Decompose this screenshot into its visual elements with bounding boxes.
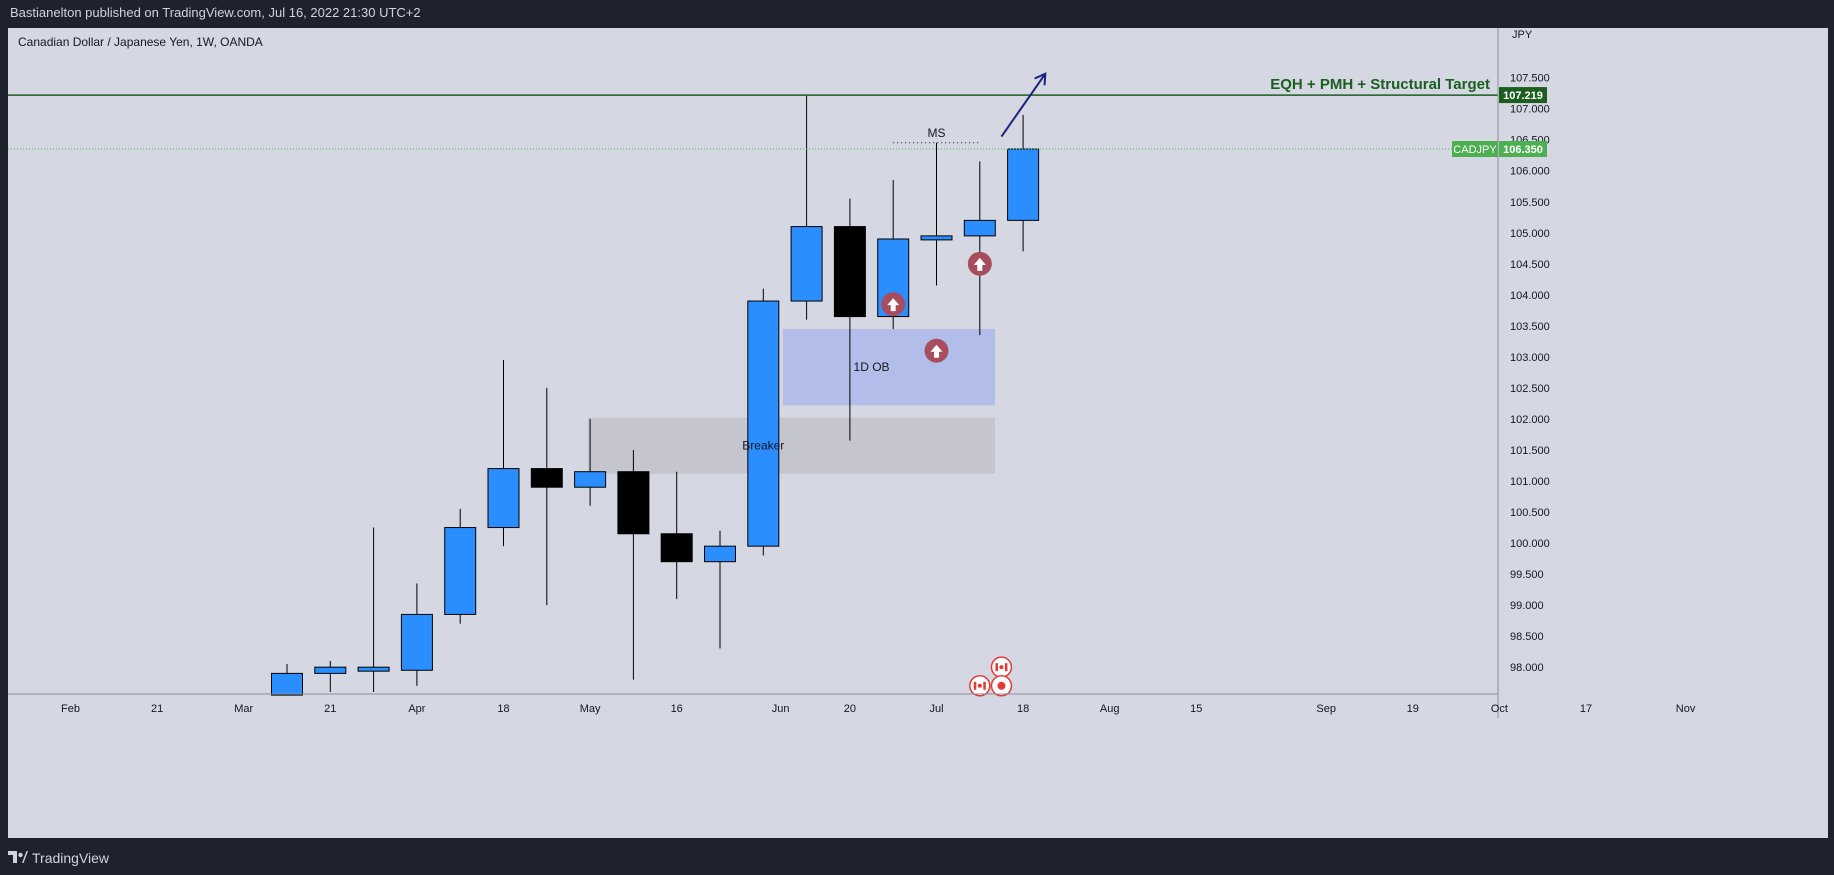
candle-body bbox=[1007, 148, 1040, 221]
publish-info: Bastianelton published on TradingView.co… bbox=[10, 5, 421, 20]
y-tick-label: 100.000 bbox=[1510, 538, 1550, 550]
candle-body bbox=[487, 468, 520, 529]
symbol-title: Canadian Dollar / Japanese Yen, 1W, OAND… bbox=[18, 35, 263, 49]
x-tick-label: Nov bbox=[1676, 703, 1696, 715]
y-tick-label: 105.500 bbox=[1510, 197, 1550, 209]
tradingview-logo-icon bbox=[8, 851, 28, 863]
x-tick-label: 15 bbox=[1190, 703, 1202, 715]
zones-layer bbox=[587, 328, 995, 474]
publish-bar: Bastianelton published on TradingView.co… bbox=[0, 0, 1834, 26]
ob-zone bbox=[782, 328, 995, 406]
projection-arrow bbox=[1000, 72, 1047, 138]
x-tick-label: May bbox=[580, 703, 601, 715]
y-tick-label: 102.000 bbox=[1510, 414, 1550, 426]
candles-layer bbox=[271, 95, 1040, 696]
candle-body bbox=[444, 527, 477, 615]
candle-body bbox=[833, 226, 866, 318]
x-tick-label: Jun bbox=[772, 703, 790, 715]
x-tick-label: 18 bbox=[1017, 703, 1029, 715]
y-tick-label: 104.000 bbox=[1510, 290, 1550, 302]
symbol-tag: CADJPY bbox=[1453, 144, 1497, 156]
breaker-zone bbox=[587, 417, 995, 474]
eqh-label: EQH + PMH + Structural Target bbox=[1270, 76, 1490, 93]
x-tick-label: Feb bbox=[61, 703, 80, 715]
x-tick-label: 18 bbox=[497, 703, 509, 715]
y-tick-label: 107.000 bbox=[1510, 104, 1550, 116]
candle-body bbox=[530, 468, 563, 488]
y-tick-label: 103.500 bbox=[1510, 321, 1550, 333]
y-tick-label: 101.000 bbox=[1510, 476, 1550, 488]
y-tick-label: 101.500 bbox=[1510, 445, 1550, 457]
x-tick-label: Jul bbox=[929, 703, 943, 715]
x-tick-label: 17 bbox=[1580, 703, 1592, 715]
x-tick-label: Sep bbox=[1316, 703, 1336, 715]
arrow-up-icon bbox=[924, 338, 949, 363]
candle-body bbox=[271, 672, 303, 696]
arrow-up-icon bbox=[967, 251, 992, 276]
event-dot-icon[interactable] bbox=[990, 675, 1013, 697]
candle-body bbox=[963, 219, 996, 237]
x-tick-label: 20 bbox=[844, 703, 856, 715]
y-tick-label: 105.000 bbox=[1510, 228, 1550, 240]
annotations-layer: Breaker 1D OB MS bbox=[742, 72, 1047, 697]
y-tick-label: 99.500 bbox=[1510, 569, 1544, 581]
candle-body bbox=[314, 666, 347, 674]
x-tick-label: 21 bbox=[324, 703, 336, 715]
candle-body bbox=[704, 545, 736, 563]
candle-body bbox=[920, 235, 953, 241]
canada-flag-icon[interactable] bbox=[990, 656, 1013, 678]
x-tick-label: 21 bbox=[151, 703, 163, 715]
footer-bar: TradingView bbox=[0, 843, 1834, 875]
candle-body bbox=[400, 613, 433, 671]
candle-body bbox=[790, 226, 823, 302]
y-tick-label: 106.000 bbox=[1510, 166, 1550, 178]
y-tick-label: 98.500 bbox=[1510, 631, 1544, 643]
breaker-zone-label: Breaker bbox=[742, 439, 784, 453]
y-tick-label: 102.500 bbox=[1510, 383, 1550, 395]
candle-body bbox=[617, 471, 650, 535]
ob-zone-label: 1D OB bbox=[854, 360, 890, 374]
y-tick-label: 98.000 bbox=[1510, 662, 1544, 674]
arrow-up-icon bbox=[881, 292, 906, 317]
symbol-tag-bg bbox=[1452, 141, 1498, 158]
x-tick-label: Aug bbox=[1100, 703, 1120, 715]
x-tick-label: Oct bbox=[1491, 703, 1508, 715]
y-tick-label: 99.000 bbox=[1510, 600, 1544, 612]
tradingview-brand: TradingView bbox=[32, 850, 110, 866]
eqh-line-price-tag: 107.219 bbox=[1503, 90, 1543, 102]
y-tick-label: 103.000 bbox=[1510, 352, 1550, 364]
canada-flag-icon[interactable] bbox=[969, 675, 991, 697]
y-tick-label: 100.500 bbox=[1510, 507, 1550, 519]
candle-body bbox=[747, 300, 780, 547]
x-axis[interactable]: Feb 21 Mar 21 Apr 18 May 16 Jun 20 Jul 18 Aug 15 Sep 19… bbox=[8, 693, 1696, 715]
currency-label: JPY bbox=[1512, 29, 1533, 41]
levels-layer: EQH + PMH + Structural Target bbox=[8, 76, 1498, 150]
last-price-line-price-tag: 106.350 bbox=[1503, 144, 1543, 156]
x-tick-label: Mar bbox=[234, 703, 253, 715]
y-tick-label: 107.500 bbox=[1510, 73, 1550, 85]
ms-label: MS bbox=[928, 126, 946, 140]
chart[interactable]: EQH + PMH + Structural Target Breaker 1D … bbox=[8, 28, 1828, 838]
candle-body bbox=[660, 533, 693, 563]
candle-body bbox=[574, 471, 607, 488]
x-tick-label: 16 bbox=[671, 703, 683, 715]
y-tick-label: 104.500 bbox=[1510, 259, 1550, 271]
chart-frame[interactable]: EQH + PMH + Structural Target Breaker 1D … bbox=[8, 28, 1828, 838]
eqh-line-price-tag-bg bbox=[1499, 87, 1547, 104]
y-axis[interactable]: CADJPY 98.000 98.500 99.000 99.500 100.000 100… bbox=[1452, 28, 1550, 718]
last-price-line-price-tag-bg bbox=[1499, 141, 1547, 158]
x-tick-label: 19 bbox=[1407, 703, 1419, 715]
x-tick-label: Apr bbox=[408, 703, 425, 715]
candle-body bbox=[357, 666, 390, 672]
